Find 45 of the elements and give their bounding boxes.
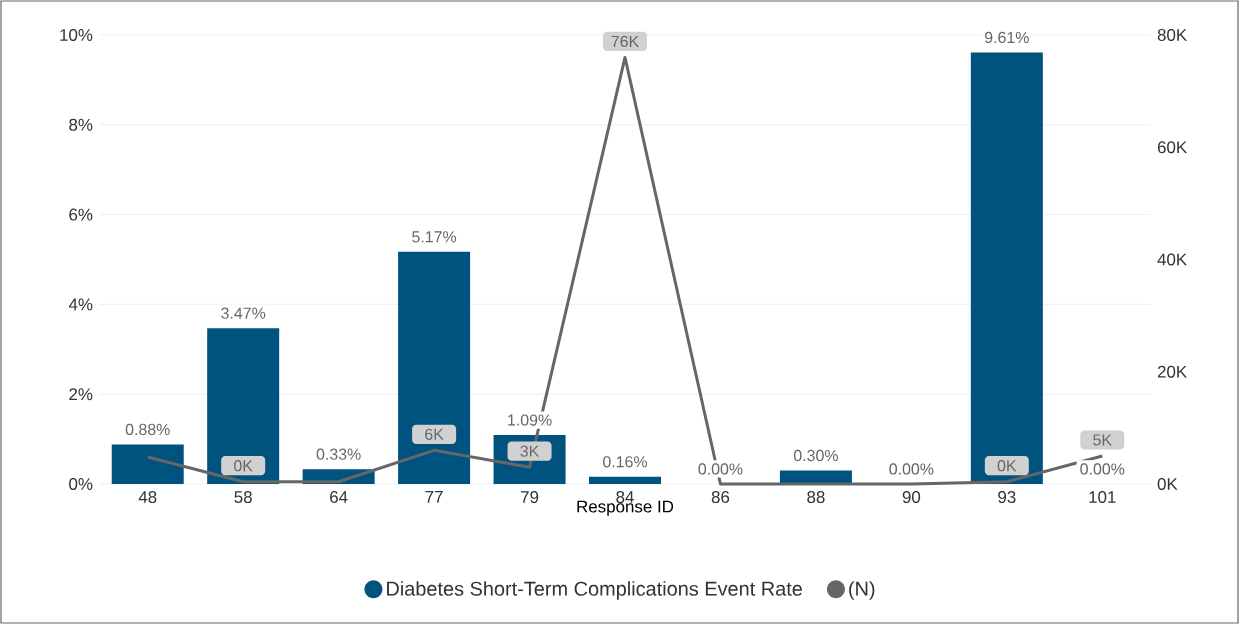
x-tick-label: 88 bbox=[807, 491, 825, 504]
data-label: 0.00% bbox=[889, 463, 934, 475]
x-tick-label: 79 bbox=[521, 491, 539, 504]
bar bbox=[207, 328, 280, 484]
x-tick-label: 90 bbox=[902, 491, 921, 504]
data-label: 0.00% bbox=[698, 463, 743, 475]
y2-tick-label: 80K bbox=[1157, 29, 1187, 41]
y-tick-label: 8% bbox=[69, 118, 93, 131]
x-tick-label: 58 bbox=[234, 491, 252, 504]
data-label: 0K bbox=[234, 460, 253, 472]
data-label: 5K bbox=[1093, 434, 1112, 446]
legend-label: Diabetes Short-Term Complications Event Rate bbox=[387, 581, 802, 600]
data-label: 0.30% bbox=[793, 449, 838, 462]
y-tick-label: 6% bbox=[69, 208, 93, 221]
data-label: 9.61% bbox=[984, 31, 1029, 44]
data-label: 0K bbox=[997, 460, 1017, 472]
y-tick-label: 4% bbox=[68, 298, 93, 311]
x-tick-label: 86 bbox=[711, 491, 730, 504]
legend-label: (N) bbox=[849, 581, 875, 600]
x-tick-label: 77 bbox=[425, 491, 443, 503]
bar bbox=[398, 251, 471, 484]
y-tick-label: 2% bbox=[69, 388, 93, 401]
data-label: 5.17% bbox=[412, 231, 457, 243]
bar bbox=[111, 444, 184, 484]
data-label: 3K bbox=[520, 445, 540, 457]
y-tick-label: 0% bbox=[69, 478, 93, 490]
x-tick-label: 48 bbox=[138, 491, 157, 504]
bar bbox=[970, 52, 1043, 484]
y2-tick-label: 40K bbox=[1157, 253, 1187, 266]
y-tick-label: 10% bbox=[60, 29, 93, 41]
data-label: 0.33% bbox=[316, 448, 361, 460]
bar bbox=[589, 476, 662, 484]
data-label: 76K bbox=[611, 35, 639, 48]
data-label: 0.88% bbox=[125, 423, 170, 436]
y2-tick-label: 20K bbox=[1157, 365, 1187, 378]
y2-tick-label: 60K bbox=[1157, 141, 1187, 154]
data-label: 1.09% bbox=[508, 414, 552, 426]
data-label: 0.16% bbox=[603, 456, 648, 468]
data-label: 3.47% bbox=[221, 307, 266, 319]
data-label: 6K bbox=[425, 428, 444, 440]
data-label: 0.00% bbox=[1080, 463, 1125, 475]
y2-tick-label: 0K bbox=[1157, 478, 1178, 490]
x-tick-label: 101 bbox=[1089, 491, 1116, 504]
x-tick-label: 93 bbox=[998, 491, 1016, 504]
x-tick-label: 64 bbox=[330, 491, 348, 504]
